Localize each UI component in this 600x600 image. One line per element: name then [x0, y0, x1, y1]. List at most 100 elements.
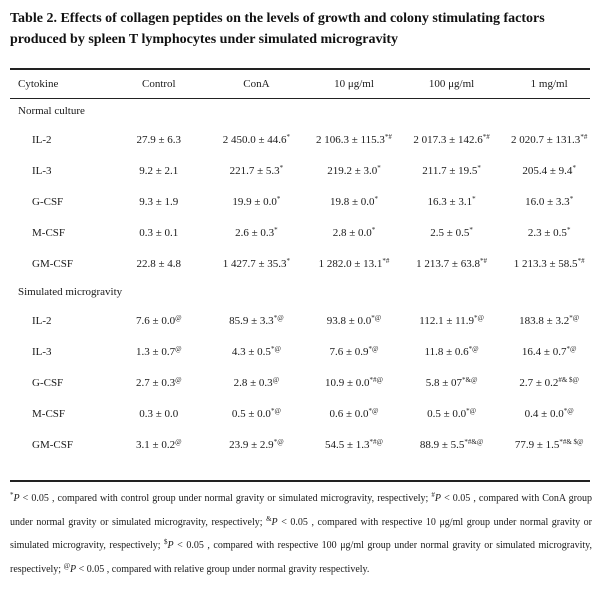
footnote-text: < 0.05 , compared with relative group un… — [76, 564, 369, 575]
cell-value: 219.2 ± 3.0 — [327, 165, 377, 177]
section-label: Normal culture — [10, 98, 598, 124]
cell-value: 2.3 ± 0.5 — [528, 227, 567, 239]
table-cell: 2.6 ± 0.3* — [208, 217, 306, 248]
cell-value: 16.4 ± 0.7 — [522, 346, 567, 358]
significance-marker: *@ — [371, 314, 381, 322]
significance-marker: *# — [480, 257, 487, 265]
cell-value: 77.9 ± 1.5 — [515, 439, 560, 451]
table-row: GM-CSF 22.8 ± 4.8 1 427.7 ± 35.3* 1 282.0 ±… — [10, 248, 598, 279]
table-cell: 16.4 ± 0.7*@ — [500, 336, 598, 367]
cell-value: 0.3 ± 0.1 — [139, 227, 178, 239]
table-cell: 88.9 ± 5.5*#&@ — [403, 429, 501, 460]
cell-value: 0.4 ± 0.0 — [525, 408, 564, 420]
table-row: M-CSF 0.3 ± 0.1 2.6 ± 0.3* 2.8 ± 0.0* 2.5 ± … — [10, 217, 598, 248]
significance-marker: @ — [175, 314, 181, 322]
cell-value: 2.6 ± 0.3 — [235, 227, 274, 239]
table-cell: 0.3 ± 0.1 — [110, 217, 208, 248]
column-header: 100 μg/ml — [403, 70, 501, 98]
cytokine-name: IL-3 — [10, 155, 110, 186]
cell-value: 16.0 ± 3.3 — [525, 196, 570, 208]
table-row: IL-3 1.3 ± 0.7@ 4.3 ± 0.5*@ 7.6 ± 0.9*@ 11.8… — [10, 336, 598, 367]
significance-marker: *&@ — [462, 376, 477, 384]
significance-marker: * — [287, 133, 291, 141]
cell-value: 16.3 ± 3.1 — [428, 196, 473, 208]
table-cell: 7.6 ± 0.0@ — [110, 305, 208, 336]
cell-value: 2.7 ± 0.3 — [136, 377, 175, 389]
cell-value: 19.9 ± 0.0 — [232, 196, 277, 208]
table-cell: 0.5 ± 0.0*@ — [208, 398, 306, 429]
significance-marker: *@ — [564, 407, 574, 415]
table-cell: 2.7 ± 0.3@ — [110, 367, 208, 398]
significance-marker: * — [287, 257, 291, 265]
cell-value: 11.8 ± 0.6 — [425, 346, 469, 358]
significance-marker: @ — [175, 345, 181, 353]
cell-value: 1.3 ± 0.7 — [136, 346, 175, 358]
cell-value: 2.8 ± 0.3 — [234, 377, 273, 389]
column-header: 1 mg/ml — [500, 70, 598, 98]
table-cell: 2.3 ± 0.5* — [500, 217, 598, 248]
significance-marker: *#@ — [370, 376, 383, 384]
cell-value: 5.8 ± 07 — [426, 377, 462, 389]
table-cell: 19.8 ± 0.0* — [305, 186, 403, 217]
column-header: 10 μg/ml — [305, 70, 403, 98]
table-row: GM-CSF 3.1 ± 0.2@ 23.9 ± 2.9*@ 54.5 ± 1.3*#… — [10, 429, 598, 460]
table-cell: 9.2 ± 2.1 — [110, 155, 208, 186]
cytokine-name: GM-CSF — [10, 429, 110, 460]
significance-marker: *@ — [474, 314, 484, 322]
cell-value: 3.1 ± 0.2 — [136, 439, 175, 451]
cytokine-name: IL-2 — [10, 124, 110, 155]
table-cell: 0.5 ± 0.0*@ — [403, 398, 501, 429]
significance-marker: *@ — [274, 438, 284, 446]
cell-value: 4.3 ± 0.5 — [232, 346, 271, 358]
significance-marker: *@ — [466, 407, 476, 415]
table-cell: 112.1 ± 11.9*@ — [403, 305, 501, 336]
cell-value: 19.8 ± 0.0 — [330, 196, 375, 208]
table-cell: 2 020.7 ± 131.3*# — [500, 124, 598, 155]
significance-marker: #& $@ — [558, 376, 579, 384]
cell-value: 2 106.3 ± 115.3 — [316, 134, 385, 146]
cytokine-name: GM-CSF — [10, 248, 110, 279]
significance-marker: * — [567, 226, 571, 234]
cytokine-name: IL-2 — [10, 305, 110, 336]
table-cell: 19.9 ± 0.0* — [208, 186, 306, 217]
cell-value: 54.5 ± 1.3 — [325, 439, 370, 451]
cell-value: 9.2 ± 2.1 — [139, 165, 178, 177]
table-row: M-CSF 0.3 ± 0.0 0.5 ± 0.0*@ 0.6 ± 0.0*@ 0.5 … — [10, 398, 598, 429]
table-cell: 219.2 ± 3.0* — [305, 155, 403, 186]
significance-marker: *# — [382, 257, 389, 265]
table-cell: 0.4 ± 0.0*@ — [500, 398, 598, 429]
significance-marker: * — [469, 226, 473, 234]
table-title: Table 2. Effects of collagen peptides on… — [10, 8, 592, 50]
header-row: Cytokine Control ConA 10 μg/ml 100 μg/ml 1 mg… — [10, 70, 598, 98]
cell-value: 1 282.0 ± 13.1 — [319, 258, 383, 270]
footnote-text: < 0.05 , compared with control group und… — [20, 493, 432, 504]
cell-value: 88.9 ± 5.5 — [420, 439, 465, 451]
significance-marker: *# — [483, 133, 490, 141]
significance-marker: *#@ — [370, 438, 383, 446]
table-cell: 1.3 ± 0.7@ — [110, 336, 208, 367]
cell-value: 112.1 ± 11.9 — [419, 315, 474, 327]
significance-marker: *@ — [469, 345, 479, 353]
cell-value: 9.3 ± 1.9 — [139, 196, 178, 208]
significance-marker: *@ — [271, 345, 281, 353]
significance-marker: *@ — [274, 314, 284, 322]
cell-value: 27.9 ± 6.3 — [137, 134, 182, 146]
cell-value: 211.7 ± 19.5 — [422, 165, 477, 177]
cell-value: 1 427.7 ± 35.3 — [223, 258, 287, 270]
table-cell: 0.6 ± 0.0*@ — [305, 398, 403, 429]
table-cell: 3.1 ± 0.2@ — [110, 429, 208, 460]
significance-marker: * — [377, 164, 381, 172]
table-cell: 77.9 ± 1.5*#& $@ — [500, 429, 598, 460]
cell-value: 0.6 ± 0.0 — [329, 408, 368, 420]
table-cell: 183.8 ± 3.2*@ — [500, 305, 598, 336]
significance-marker: @ — [273, 376, 279, 384]
table-cell: 2 450.0 ± 44.6* — [208, 124, 306, 155]
significance-marker: * — [472, 195, 476, 203]
section-label: Simulated microgravity — [10, 279, 598, 305]
section-row: Normal culture — [10, 98, 598, 124]
significance-marker: * — [477, 164, 481, 172]
table-cell: 54.5 ± 1.3*#@ — [305, 429, 403, 460]
cytokine-name: G-CSF — [10, 367, 110, 398]
significance-marker: * — [375, 195, 379, 203]
